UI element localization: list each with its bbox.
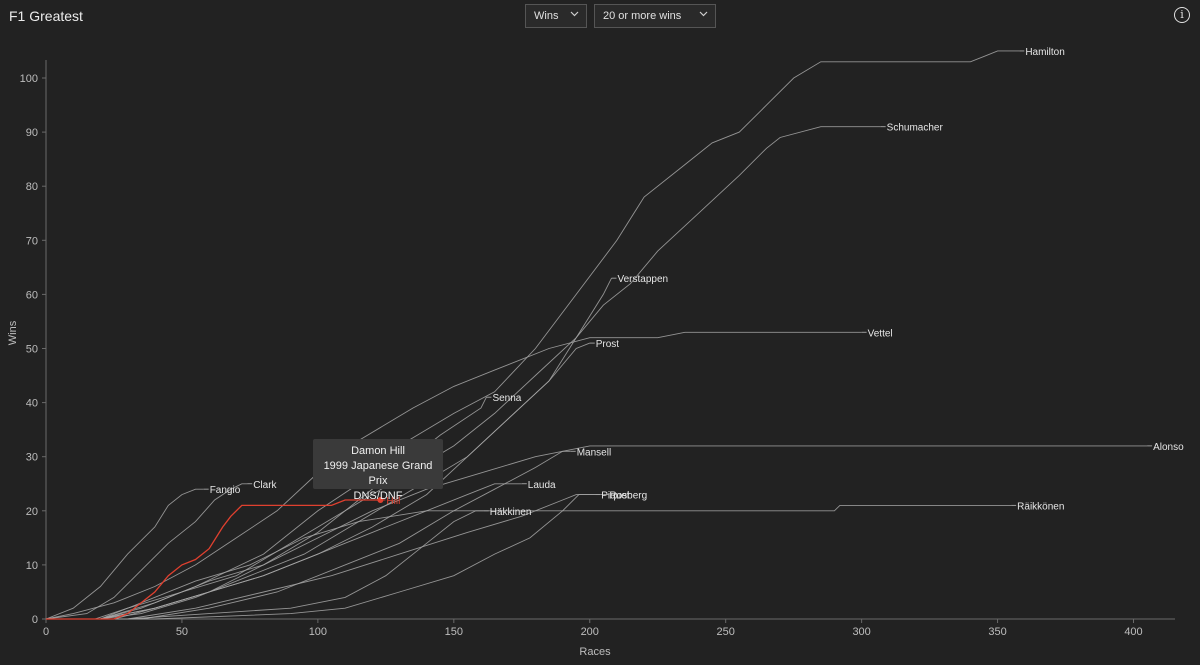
- series-label-lauda: Lauda: [528, 480, 556, 491]
- metric-select[interactable]: Wins: [525, 4, 587, 28]
- y-tick-label: 30: [26, 452, 38, 464]
- series-line-hill: [46, 499, 381, 620]
- series-line-hamilton: [46, 50, 1020, 620]
- info-icon[interactable]: i: [1174, 7, 1190, 23]
- series-label-fangio: Fangio: [210, 485, 241, 496]
- x-tick-label: 100: [309, 626, 327, 638]
- series-label-verstappen: Verstappen: [618, 274, 669, 285]
- chevron-down-icon: [570, 9, 579, 21]
- series-line-mansell: [46, 450, 571, 620]
- y-axis-label: Wins: [7, 320, 19, 345]
- x-tick-label: 350: [988, 626, 1006, 638]
- x-tick-label: 250: [717, 626, 735, 638]
- series-label-alonso: Alonso: [1153, 442, 1184, 453]
- y-tick-label: 60: [26, 289, 38, 301]
- filter-select-value: 20 or more wins: [603, 10, 682, 22]
- series-line-schumacher: [46, 126, 881, 620]
- series-label-räikkönen: Räikkönen: [1017, 501, 1064, 512]
- x-tick-label: 400: [1124, 626, 1142, 638]
- filter-select[interactable]: 20 or more wins: [594, 4, 716, 28]
- tooltip: Damon Hill 1999 Japanese Grand Prix DNS/…: [313, 439, 443, 502]
- series-line-häkkinen: [46, 510, 484, 620]
- series-label-piquet: Piquet: [601, 491, 630, 502]
- chart-axes: 0 50 100 150 200 250 300 350 400 0 10 20 30 40 50 60 70 8…: [20, 60, 1175, 638]
- y-tick-label: 40: [26, 398, 38, 410]
- series-label-prost: Prost: [596, 339, 620, 350]
- series-line-clark: [45, 483, 248, 620]
- series-label-senna: Senna: [492, 393, 521, 404]
- series-label-clark: Clark: [253, 480, 277, 491]
- y-tick-label: 50: [26, 344, 38, 356]
- y-tick-label: 0: [32, 614, 38, 626]
- series-label-rosberg: Rosberg: [609, 491, 647, 502]
- chevron-down-icon: [699, 9, 708, 21]
- y-tick-label: 100: [20, 73, 38, 85]
- series-lines: [45, 50, 1148, 620]
- series-line-alonso: [46, 445, 1148, 620]
- tooltip-race: 1999 Japanese Grand Prix: [323, 460, 433, 487]
- x-tick-label: 150: [445, 626, 463, 638]
- y-tick-label: 20: [26, 506, 38, 518]
- x-tick-label: 50: [176, 626, 188, 638]
- series-label-häkkinen: Häkkinen: [490, 507, 532, 518]
- series-label-vettel: Vettel: [868, 328, 893, 339]
- y-tick-label: 10: [26, 560, 38, 572]
- x-tick-label: 0: [43, 626, 49, 638]
- x-axis-label: Races: [579, 646, 611, 658]
- series-label-hill: Hill: [386, 496, 400, 507]
- series-line-fangio: [45, 488, 204, 620]
- x-tick-label: 300: [852, 626, 870, 638]
- series-label-schumacher: Schumacher: [887, 123, 944, 134]
- series-line-vettel: [45, 331, 862, 620]
- series-line-piquet: [46, 494, 596, 620]
- series-line-lauda: [46, 483, 522, 620]
- y-tick-label: 70: [26, 235, 38, 247]
- tooltip-result: DNS/DNF: [353, 490, 403, 502]
- series-label-hamilton: Hamilton: [1025, 47, 1064, 58]
- series-line-räikkönen: [46, 504, 1012, 620]
- app-title: F1 Greatest: [9, 8, 83, 24]
- y-tick-label: 80: [26, 181, 38, 193]
- x-tick-label: 200: [581, 626, 599, 638]
- metric-select-value: Wins: [534, 10, 559, 22]
- series-line-rosberg: [46, 494, 604, 620]
- series-line-senna: [46, 396, 487, 620]
- tooltip-driver: Damon Hill: [351, 445, 405, 457]
- series-label-mansell: Mansell: [577, 447, 611, 458]
- y-tick-label: 90: [26, 127, 38, 139]
- series-labels: Hamilton Schumacher Verstappen Vettel Prost S…: [203, 47, 1184, 518]
